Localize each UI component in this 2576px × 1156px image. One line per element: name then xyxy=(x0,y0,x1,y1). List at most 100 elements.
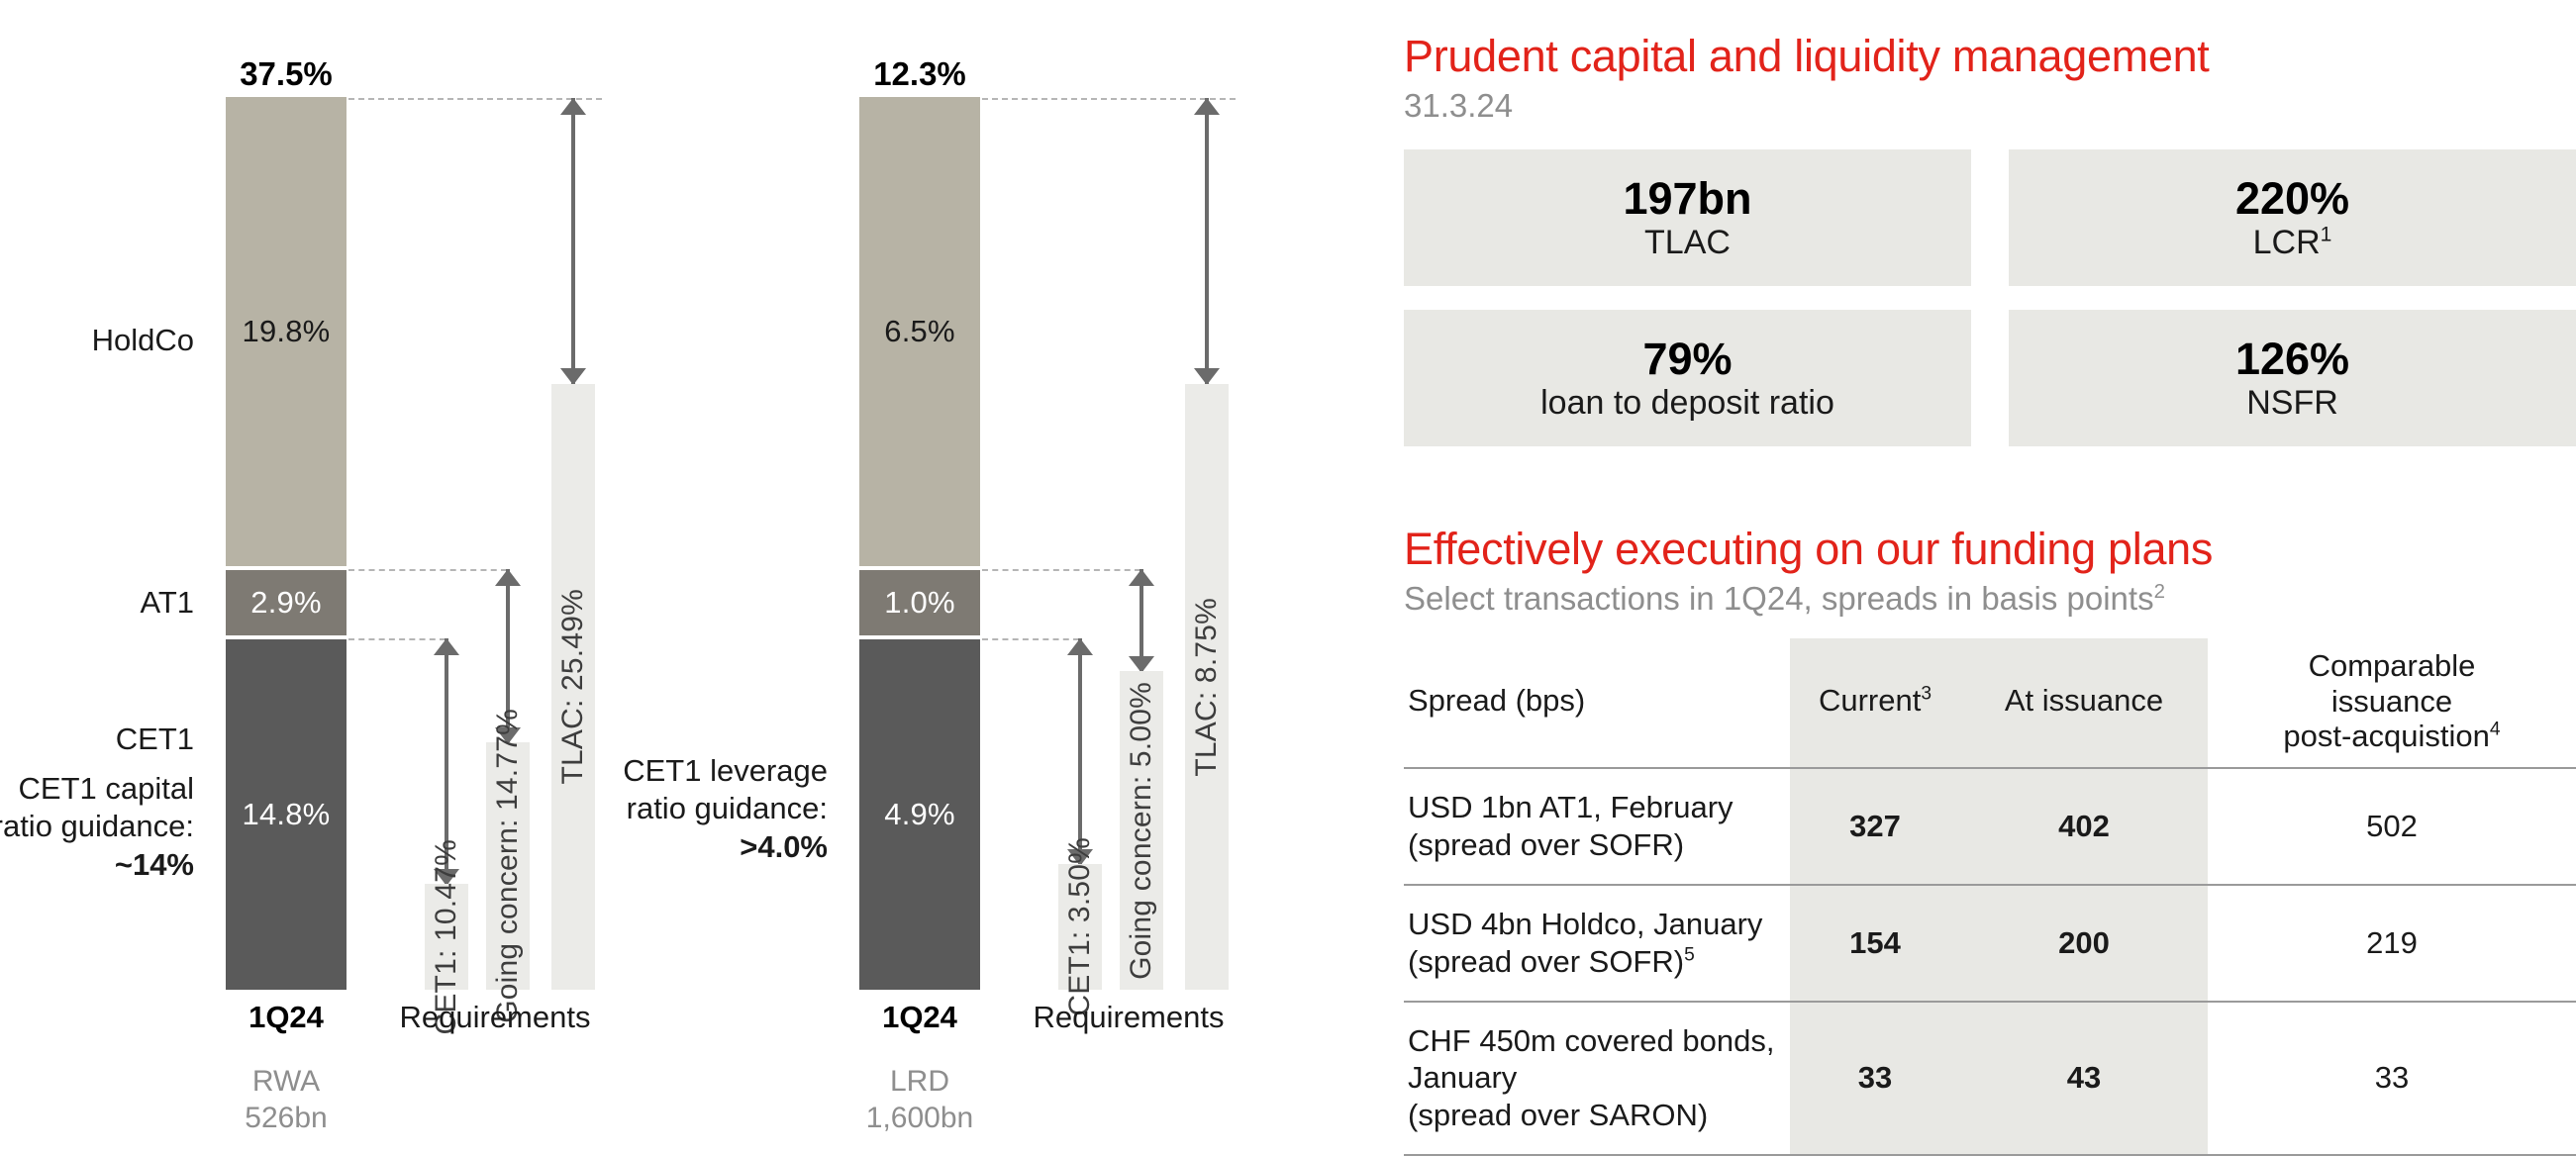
leader-line-at1-bottom xyxy=(348,638,446,640)
column-header-at-issuance-text: At issuance xyxy=(2004,683,2164,719)
kpi-value-loan-to-deposit: 79% xyxy=(1642,333,1733,384)
bar-segment-at1: 2.9% xyxy=(226,568,347,637)
arrow-tlac-requirement xyxy=(560,98,586,385)
requirement-bar-tlac-label: TLAC: 25.49% xyxy=(556,589,589,785)
row-value-at-issuance: 43 xyxy=(1960,1000,2208,1156)
row-value-comparable: 502 xyxy=(2208,767,2576,886)
table-row: USD 1bn AT1, February (spread over SOFR)… xyxy=(1404,767,2576,886)
kpi-card-lcr: 220% LCR1 xyxy=(2009,149,2576,287)
spread-table-body: USD 1bn AT1, February (spread over SOFR)… xyxy=(1404,767,2576,1156)
guidance-line-2: ratio guidance: xyxy=(626,791,828,826)
row-description-line3: (spread over SARON) xyxy=(1408,1098,1709,1133)
row-description-holdco: USD 4bn Holdco, January (spread over SOF… xyxy=(1404,884,1790,1002)
right-panel: Prudent capital and liquidity management… xyxy=(1404,0,2576,1156)
kpi-card-tlac: 197bn TLAC xyxy=(1404,149,1971,287)
capital-section: Prudent capital and liquidity management… xyxy=(1404,31,2576,447)
bar-segment-cet1: 14.8% xyxy=(226,637,347,990)
column-header-current-footnote: 3 xyxy=(1921,684,1932,706)
leader-line-at1-bottom xyxy=(982,638,1079,640)
column-header-comparable-issuance: Comparable issuance post-acquistion4 xyxy=(2208,638,2576,768)
spread-table: Spread (bps) Current3 At issuance Compar… xyxy=(1404,638,2576,1156)
requirement-bar-tlac-label: TLAC: 8.75% xyxy=(1190,597,1223,777)
funding-section-subtitle: Select transactions in 1Q24, spreads in … xyxy=(1404,580,2576,618)
arrow-head-down xyxy=(1129,656,1154,673)
capital-section-title: Prudent capital and liquidity management xyxy=(1404,31,2210,81)
arrow-head-up xyxy=(560,98,586,115)
arrow-head-up xyxy=(495,569,521,586)
guidance-line-1: CET1 capital xyxy=(18,771,194,806)
cet1-leverage-ratio-guidance: CET1 leverage ratio guidance: >4.0% xyxy=(602,752,828,866)
guidance-line-1: CET1 leverage xyxy=(623,753,828,788)
kpi-card-loan-to-deposit: 79% loan to deposit ratio xyxy=(1404,310,1971,447)
arrow-head-up xyxy=(1129,569,1154,586)
column-header-current: Current3 xyxy=(1790,638,1960,769)
arrow-shaft xyxy=(1205,98,1209,385)
guidance-value: >4.0% xyxy=(740,828,828,864)
table-row: CHF 450m covered bonds, January (spread … xyxy=(1404,1000,2576,1156)
bar-segment-cet1-value: 4.9% xyxy=(884,797,955,831)
leader-line-total xyxy=(348,98,602,100)
row-description-line2-text: (spread over SOFR) xyxy=(1408,827,1685,863)
row-description-line2: (spread over SOFR) xyxy=(1408,826,1786,864)
row-description-line2: (spread over SOFR)5 xyxy=(1408,943,1786,981)
row-value-comparable: 219 xyxy=(2208,884,2576,1002)
row-value-comparable: 33 xyxy=(2208,1000,2576,1156)
requirement-bar-going-concern: Going concern: 5.00% xyxy=(1120,671,1163,990)
arrow-head-down xyxy=(495,727,521,744)
column-header-spread-text: Spread (bps) xyxy=(1408,683,1586,719)
arrow-going-concern-requirement xyxy=(1129,569,1154,673)
kpi-label-tlac: TLAC xyxy=(1644,224,1731,262)
kpi-label-nsfr: NSFR xyxy=(2246,384,2338,423)
kpi-label-lcr-text: LCR xyxy=(2252,224,2321,262)
arrow-head-down xyxy=(434,869,459,886)
row-value-at-issuance: 402 xyxy=(1960,767,2208,886)
cet1-capital-ratio-guidance: CET1 capital ratio guidance: ~14% xyxy=(0,770,194,884)
requirement-bar-going-concern: Going concern: 14.77% xyxy=(486,709,530,1023)
bar-segment-at1-value: 1.0% xyxy=(884,585,955,620)
chart-lrd-leverage-stack: 12.3% 6.5% 1.0% 4.9% CET1 leverage ratio… xyxy=(623,0,1327,1148)
column-header-comparable-line2: issuance xyxy=(2330,683,2453,719)
leader-line-total xyxy=(982,98,1236,100)
bar-segment-at1: 1.0% xyxy=(859,568,980,637)
column-header-comparable-line3-text: post-acquistion xyxy=(2283,719,2490,754)
denominator-name: LRD xyxy=(889,1065,949,1098)
bar-segment-cet1: 4.9% xyxy=(859,637,980,990)
row-description-line1: USD 4bn Holdco, January xyxy=(1408,907,1763,942)
category-label-at1: AT1 xyxy=(140,585,194,620)
arrow-head-up xyxy=(434,638,459,655)
row-value-current: 33 xyxy=(1790,1000,1960,1156)
x-axis-label-requirements: Requirements xyxy=(1033,1000,1225,1034)
kpi-card-nsfr: 126% NSFR xyxy=(2009,310,2576,447)
row-value-current: 327 xyxy=(1790,767,1960,886)
funding-section: Effectively executing on our funding pla… xyxy=(1404,525,2576,1156)
requirement-bar-tlac: TLAC: 8.75% xyxy=(1185,384,1229,990)
row-description-line2: January xyxy=(1408,1060,1518,1096)
capital-section-subtitle: 31.3.24 xyxy=(1404,86,1514,124)
arrow-shaft xyxy=(1078,638,1082,866)
row-description-footnote: 5 xyxy=(1684,944,1695,966)
x-axis-label-1q24: 1Q24 xyxy=(248,1000,324,1034)
kpi-value-nsfr: 126% xyxy=(2234,333,2350,384)
arrow-head-down xyxy=(1067,849,1093,866)
kpi-label-tlac-text: TLAC xyxy=(1644,224,1731,262)
kpi-label-lcr-footnote: 1 xyxy=(2320,223,2332,246)
row-description-line2-text: (spread over SOFR) xyxy=(1408,943,1685,979)
kpi-label-nsfr-text: NSFR xyxy=(2246,384,2338,423)
kpi-label-loan-to-deposit-text: loan to deposit ratio xyxy=(1540,384,1834,423)
arrow-shaft xyxy=(506,569,510,744)
denominator-amount: 526bn xyxy=(245,1101,328,1134)
column-header-spread: Spread (bps) xyxy=(1404,638,1790,768)
kpi-label-loan-to-deposit: loan to deposit ratio xyxy=(1540,384,1834,423)
guidance-value: ~14% xyxy=(114,846,194,882)
funding-section-subtitle-text: Select transactions in 1Q24, spreads in … xyxy=(1404,579,2154,617)
column-header-comparable-footnote: 4 xyxy=(2489,719,2501,740)
bar-segment-cet1-value: 14.8% xyxy=(242,797,331,831)
arrow-head-down xyxy=(1194,368,1220,385)
stack-total-label: 12.3% xyxy=(873,55,966,92)
arrow-shaft xyxy=(571,98,575,385)
bar-segment-holdco-value: 6.5% xyxy=(884,314,955,348)
column-header-comparable-line1: Comparable xyxy=(2308,648,2476,684)
x-axis-label-requirements: Requirements xyxy=(399,1000,591,1034)
chart-rwa-capital-stack: 37.5% 19.8% 2.9% 14.8% HoldCo AT1 CET1 C… xyxy=(0,0,693,1148)
kpi-grid: 197bn TLAC 220% LCR1 79% loan to deposit… xyxy=(1404,149,2576,447)
